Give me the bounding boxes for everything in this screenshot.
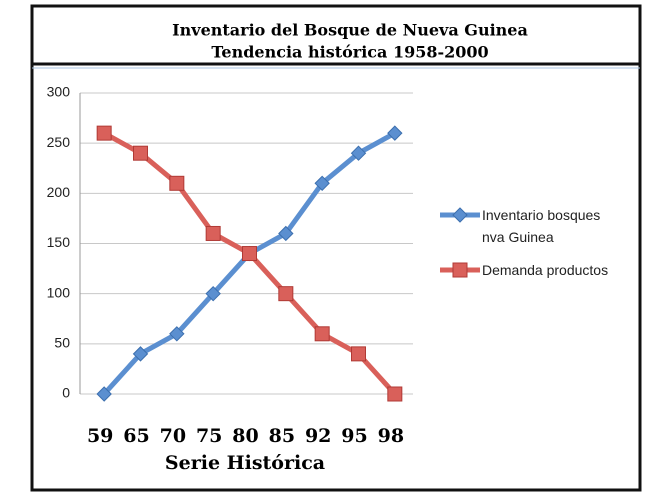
x-tick-label: 65 (123, 425, 149, 447)
point (205, 285, 221, 302)
point (387, 125, 403, 141)
x-tick-label: 95 (341, 425, 367, 447)
point (350, 145, 367, 161)
y-tick-label: 250 (47, 134, 71, 150)
point (351, 346, 366, 362)
point (96, 386, 112, 402)
point (96, 125, 112, 141)
y-tick-label: 100 (47, 284, 71, 300)
point (278, 286, 294, 302)
chart-subtitle: Tendencia histórica 1958-2000 (211, 43, 488, 62)
point (169, 175, 185, 191)
frame (30, 4, 642, 492)
x-tick-label: 59 (87, 425, 113, 447)
point (314, 326, 330, 342)
x-tick-label: 75 (196, 425, 222, 447)
point (133, 145, 148, 161)
y-tick-label: 150 (47, 234, 71, 250)
point (242, 246, 257, 262)
x-tick-label: 80 (232, 425, 258, 447)
y-tick-label: 200 (47, 184, 71, 200)
y-tick-label: 300 (47, 84, 71, 100)
x-tick-label: 85 (269, 425, 295, 447)
legend-marker (452, 207, 468, 223)
point (278, 225, 294, 242)
x-tick-label: 98 (378, 425, 404, 447)
chart-title: Inventario del Bosque de Nueva Guinea (172, 21, 528, 40)
point (314, 175, 330, 192)
point (132, 346, 149, 362)
legend-marker (452, 262, 468, 278)
point (169, 326, 185, 342)
y-tick-label: 50 (54, 335, 70, 351)
x-tick-label: 70 (160, 425, 186, 447)
point (205, 225, 221, 241)
legend-label: Inventario bosques nva Guinea (482, 207, 601, 245)
point (387, 386, 403, 402)
x-axis-title: Serie Histórica (165, 452, 325, 474)
legend-label: Demanda productos (482, 262, 609, 278)
y-tick-label: 0 (62, 385, 70, 401)
x-tick-label: 92 (305, 425, 331, 447)
